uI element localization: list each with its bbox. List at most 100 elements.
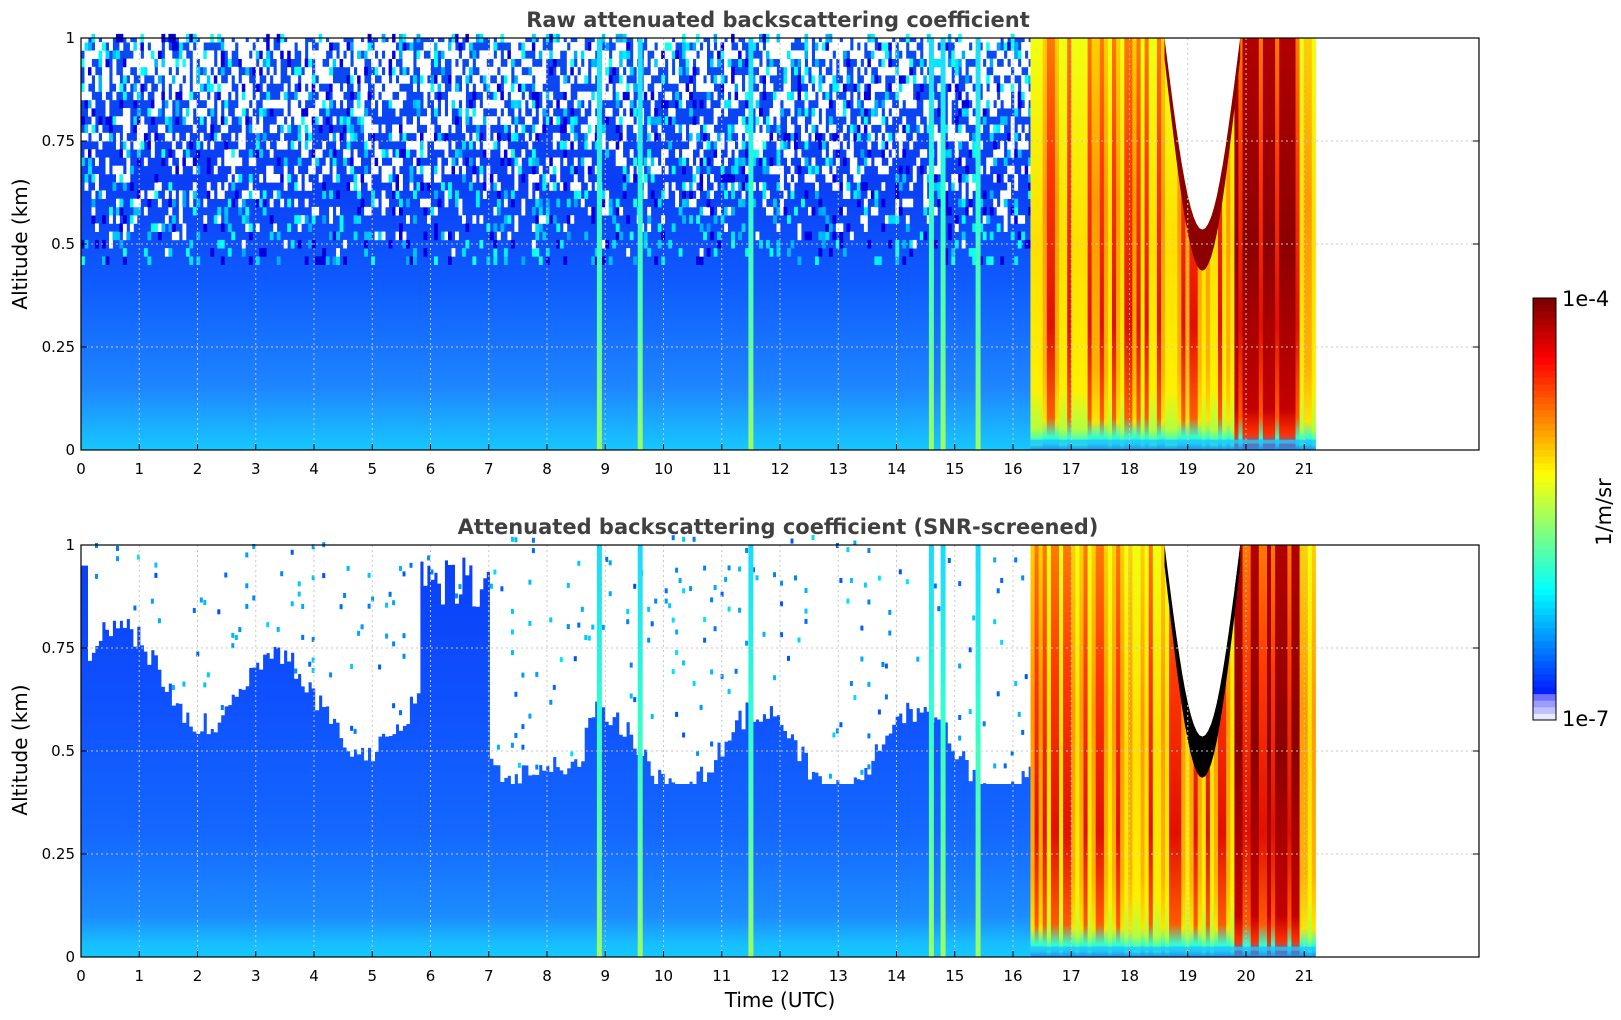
noise-cell xyxy=(500,91,505,101)
noise-cell xyxy=(192,182,197,191)
noise-cell xyxy=(164,190,169,199)
noise-cell xyxy=(136,83,141,92)
noise-cell xyxy=(248,182,253,191)
noise-cell xyxy=(297,223,302,232)
noise-cell xyxy=(88,91,92,101)
noise-cell xyxy=(465,116,470,125)
noise-cell xyxy=(182,141,187,150)
noise-cell xyxy=(276,141,281,150)
noise-cell xyxy=(122,149,127,158)
noise-cell xyxy=(685,66,690,76)
noise-cell xyxy=(395,83,400,92)
noise-cell xyxy=(972,248,977,257)
noise-cell xyxy=(248,223,253,232)
noise-cell xyxy=(542,91,547,101)
noise-cell xyxy=(409,42,414,51)
noise-cell xyxy=(710,58,714,68)
noise-cell xyxy=(961,198,966,208)
noise-cell xyxy=(545,116,550,125)
screened-cell xyxy=(507,545,512,776)
noise-cell xyxy=(731,165,735,175)
cloud-column xyxy=(1283,545,1288,957)
noise-cell xyxy=(496,58,501,68)
noise-cell xyxy=(895,206,900,216)
colorbar-band xyxy=(1533,594,1556,602)
noise-cell xyxy=(157,223,162,232)
noise-cell xyxy=(413,124,417,134)
screened-cell xyxy=(524,545,529,766)
noise-cell xyxy=(804,157,809,167)
noise-cell xyxy=(503,83,508,92)
noise-cell xyxy=(570,165,575,175)
noise-cell xyxy=(909,198,914,208)
noise-cell xyxy=(276,66,281,76)
noise-cell xyxy=(150,141,155,150)
noise-cell xyxy=(339,215,344,224)
noise-cell xyxy=(689,215,693,224)
noise-cell xyxy=(325,157,330,167)
colorbar-min-label: 1e-7 xyxy=(1562,707,1609,731)
noise-cell xyxy=(507,157,512,167)
noise-cell xyxy=(657,223,662,232)
noise-cell xyxy=(91,215,96,224)
noise-cell xyxy=(570,66,575,76)
screened-cell xyxy=(580,545,585,762)
noise-cell xyxy=(468,58,473,68)
noise-cell xyxy=(332,231,337,241)
noise-cell xyxy=(937,190,942,199)
screened-cell xyxy=(444,545,449,561)
noise-cell xyxy=(961,174,966,183)
noise-cell xyxy=(280,141,285,150)
noise-cell xyxy=(441,141,445,150)
x-tick-label: 18 xyxy=(1120,967,1139,985)
noise-cell xyxy=(870,91,875,101)
noise-cell xyxy=(682,149,686,158)
noise-cell xyxy=(385,83,389,92)
noise-cell xyxy=(500,99,505,109)
noise-cell xyxy=(821,165,826,175)
noise-cell xyxy=(664,190,669,199)
noise-cell xyxy=(388,42,393,51)
screened-cell xyxy=(689,545,693,782)
noise-cell xyxy=(1000,149,1005,158)
cloud-column xyxy=(1107,545,1113,957)
screened-cell xyxy=(902,545,907,724)
surviving-cell xyxy=(157,618,161,624)
noise-cell xyxy=(794,206,798,216)
noise-cell xyxy=(549,50,554,59)
noise-cell xyxy=(248,157,253,167)
noise-cell xyxy=(594,66,599,76)
noise-cell xyxy=(182,231,187,241)
noise-cell xyxy=(1003,42,1008,51)
noise-cell xyxy=(724,58,728,68)
noise-cell xyxy=(815,190,819,199)
noise-cell xyxy=(224,116,229,125)
noise-cell xyxy=(493,206,498,216)
noise-cell xyxy=(301,42,306,51)
noise-cell xyxy=(287,124,292,134)
noise-cell xyxy=(832,42,837,51)
noise-cell xyxy=(860,42,865,51)
surviving-cell xyxy=(311,657,315,663)
noise-cell xyxy=(769,132,774,142)
cloud-column xyxy=(1287,38,1292,450)
noise-cell xyxy=(689,75,693,84)
noise-cell xyxy=(213,215,218,224)
noise-cell xyxy=(825,223,830,232)
noise-cell xyxy=(482,99,487,109)
noise-cell xyxy=(290,42,295,51)
screened-cell xyxy=(1024,545,1029,778)
noise-cell xyxy=(217,75,222,84)
noise-cell xyxy=(109,215,113,224)
noise-cell xyxy=(276,75,281,84)
noise-cell xyxy=(535,50,540,59)
y-tick-label: 0 xyxy=(65,441,75,459)
noise-cell xyxy=(832,182,837,191)
noise-cell xyxy=(738,116,742,125)
noise-cell xyxy=(150,58,155,68)
noise-cell xyxy=(905,215,910,224)
noise-cell xyxy=(780,182,784,191)
noise-cell xyxy=(811,108,816,117)
noise-cell xyxy=(1007,99,1012,109)
noise-cell xyxy=(378,66,382,76)
